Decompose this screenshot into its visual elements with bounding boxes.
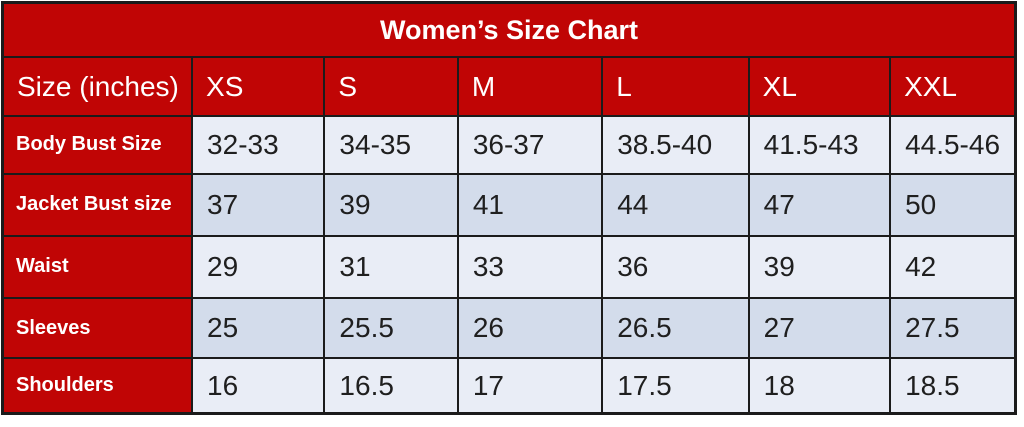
header-l: L xyxy=(601,56,750,118)
header-row: Size (inches) XS S M L XL XXL xyxy=(1,56,1017,118)
header-xxl: XXL xyxy=(889,56,1017,118)
table-cell: 41.5-43 xyxy=(747,115,892,175)
table-cell: 17 xyxy=(456,357,604,415)
header-xl: XL xyxy=(747,56,892,118)
table-cell: 16.5 xyxy=(323,357,459,415)
table-cell: 17.5 xyxy=(601,357,750,415)
table-cell: 27.5 xyxy=(889,297,1017,360)
table-cell: 32-33 xyxy=(191,115,326,175)
table-cell: 25.5 xyxy=(323,297,459,360)
table-cell: 36 xyxy=(601,234,750,300)
table-row-waist: Waist 29 31 33 36 39 42 xyxy=(1,234,1017,300)
womens-size-chart-table: Women’s Size Chart Size (inches) XS S M … xyxy=(1,1,1017,415)
table-cell: 38.5-40 xyxy=(601,115,750,175)
table-row-sleeves: Sleeves 25 25.5 26 26.5 27 27.5 xyxy=(1,297,1017,360)
table-cell: 16 xyxy=(191,357,326,415)
table-cell: 18 xyxy=(747,357,892,415)
row-label: Sleeves xyxy=(1,297,194,360)
table-cell: 33 xyxy=(456,234,604,300)
header-size-inches: Size (inches) xyxy=(1,56,194,118)
table-cell: 34-35 xyxy=(323,115,459,175)
table-cell: 29 xyxy=(191,234,326,300)
table-cell: 26.5 xyxy=(601,297,750,360)
row-label: Shoulders xyxy=(1,357,194,415)
header-s: S xyxy=(323,56,459,118)
title-row: Women’s Size Chart xyxy=(1,1,1017,59)
row-label: Body Bust Size xyxy=(1,115,194,175)
row-label: Jacket Bust size xyxy=(1,172,194,237)
table-cell: 31 xyxy=(323,234,459,300)
table-row-jacket-bust: Jacket Bust size 37 39 41 44 47 50 xyxy=(1,172,1017,237)
table-cell: 26 xyxy=(456,297,604,360)
table-cell: 42 xyxy=(889,234,1017,300)
row-label: Waist xyxy=(1,234,194,300)
table-cell: 47 xyxy=(747,172,892,237)
header-xs: XS xyxy=(191,56,326,118)
table-cell: 36-37 xyxy=(456,115,604,175)
table-cell: 50 xyxy=(889,172,1017,237)
table-cell: 27 xyxy=(747,297,892,360)
table-cell: 39 xyxy=(323,172,459,237)
chart-title: Women’s Size Chart xyxy=(1,1,1017,59)
table-cell: 25 xyxy=(191,297,326,360)
table-cell: 44.5-46 xyxy=(889,115,1017,175)
table-cell: 18.5 xyxy=(889,357,1017,415)
table-cell: 39 xyxy=(747,234,892,300)
table-cell: 44 xyxy=(601,172,750,237)
table-row-body-bust: Body Bust Size 32-33 34-35 36-37 38.5-40… xyxy=(1,115,1017,175)
table-row-shoulders: Shoulders 16 16.5 17 17.5 18 18.5 xyxy=(1,357,1017,415)
table-cell: 37 xyxy=(191,172,326,237)
table-cell: 41 xyxy=(456,172,604,237)
header-m: M xyxy=(456,56,604,118)
